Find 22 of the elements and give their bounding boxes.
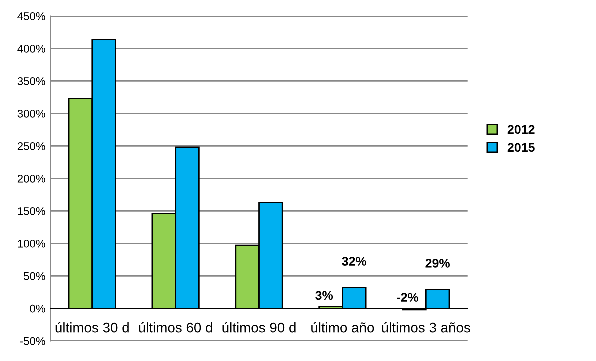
y-tick-label: 150% [18, 207, 46, 216]
y-tick-label: 50% [24, 272, 46, 280]
y-tick-label: -50% [20, 337, 46, 346]
legend-label: 2012 [508, 125, 535, 134]
y-tick-label: 200% [18, 174, 46, 183]
data-label: 29% [426, 259, 450, 268]
data-label: 32% [342, 257, 367, 266]
x-tick-label: últimos 30 d [56, 322, 129, 333]
y-tick-label: 350% [18, 77, 46, 86]
data-label: 3% [316, 291, 334, 300]
x-tick-label: últimos 60 d [139, 322, 212, 333]
x-tick-label: último año [312, 322, 374, 333]
x-tick-label: últimos 90 d [222, 322, 296, 333]
data-label: -2% [397, 293, 419, 302]
legend-label: 2015 [508, 143, 535, 152]
y-tick-label: 400% [18, 45, 46, 53]
y-tick-label: 0% [30, 304, 46, 313]
y-tick-label: 100% [18, 240, 46, 248]
y-tick-label: 450% [18, 12, 46, 20]
x-tick-label: últimos 3 años [382, 322, 470, 333]
y-tick-label: 250% [18, 142, 46, 150]
y-tick-label: 300% [18, 110, 46, 118]
